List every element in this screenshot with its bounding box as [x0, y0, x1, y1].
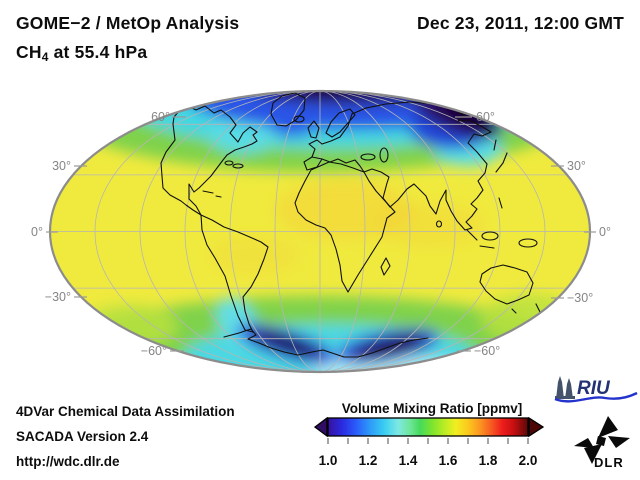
cathedral-icon — [555, 376, 575, 399]
dlr-logo: DLR — [574, 416, 630, 470]
species-symbol: CH — [16, 42, 42, 62]
lat-label-left-0: 0° — [31, 225, 43, 239]
lat-label-right-m30: −30° — [567, 291, 593, 305]
credit-line-2: SACADA Version 2.4 — [16, 429, 149, 444]
colorbar-ticks — [327, 438, 529, 444]
credit-line-1: 4DVar Chemical Data Assimilation — [16, 404, 235, 419]
dlr-emblem-icon — [574, 416, 630, 464]
riu-logo-text: RIU — [577, 378, 611, 399]
coastlines — [160, 92, 550, 358]
lat-label-left-m30: −30° — [45, 290, 71, 304]
pressure-level: at 55.4 hPa — [48, 42, 148, 62]
credit-line-url: http://wdc.dlr.de — [16, 454, 120, 469]
ch4-field-layer — [50, 91, 590, 372]
colorbar-tick-label: 1.4 — [398, 453, 418, 468]
riu-logo: RIU — [554, 376, 638, 403]
lat-label-right-60: 60° — [476, 110, 495, 124]
colorbar-title: Volume Mixing Ratio [ppmv] — [341, 401, 523, 416]
colorbar — [314, 417, 545, 444]
species-level-subtitle: CH4 at 55.4 hPa — [16, 42, 148, 64]
species-subscript: 4 — [41, 50, 49, 64]
latitude-ticks — [46, 116, 596, 352]
dlr-logo-text: DLR — [594, 455, 624, 470]
colorbar-left-arrow — [314, 417, 328, 438]
colorbar-gradient — [327, 417, 529, 437]
credits: 4DVar Chemical Data Assimilation SACADA … — [16, 399, 235, 474]
colorbar-right-arrow — [528, 417, 545, 438]
lat-label-right-30: 30° — [567, 159, 586, 173]
lat-label-left-m60: −60° — [141, 344, 167, 358]
lat-label-right-m60: −60° — [474, 344, 500, 358]
colorbar-tick-label: 1.0 — [318, 453, 338, 468]
colorbar-tick-label: 1.2 — [358, 453, 378, 468]
lat-label-right-0: 0° — [599, 225, 611, 239]
lat-label-left-60: 60° — [151, 110, 170, 124]
lat-label-left-30: 30° — [52, 159, 71, 173]
timestamp: Dec 23, 2011, 12:00 GMT — [417, 13, 624, 33]
rhine-wave-icon — [554, 391, 638, 403]
page-title: GOME−2 / MetOp Analysis — [16, 13, 240, 33]
colorbar-tick-label: 1.8 — [478, 453, 498, 468]
colorbar-tick-label: 2.0 — [518, 453, 538, 468]
colorbar-tick-label: 1.6 — [438, 453, 458, 468]
